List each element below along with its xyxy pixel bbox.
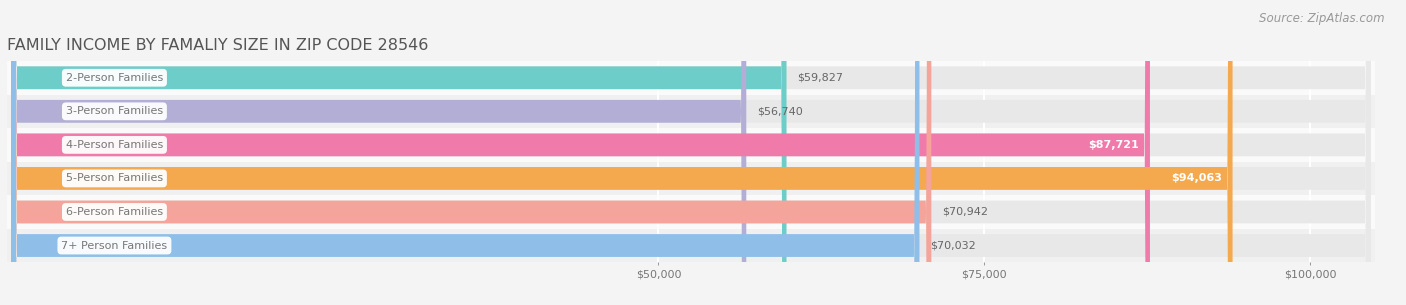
FancyBboxPatch shape bbox=[7, 229, 1375, 262]
Text: 2-Person Families: 2-Person Families bbox=[66, 73, 163, 83]
Text: 4-Person Families: 4-Person Families bbox=[66, 140, 163, 150]
Text: $87,721: $87,721 bbox=[1088, 140, 1139, 150]
FancyBboxPatch shape bbox=[11, 0, 931, 305]
FancyBboxPatch shape bbox=[11, 0, 1371, 305]
FancyBboxPatch shape bbox=[11, 0, 1371, 305]
FancyBboxPatch shape bbox=[7, 162, 1375, 195]
FancyBboxPatch shape bbox=[7, 128, 1375, 162]
FancyBboxPatch shape bbox=[11, 0, 1371, 305]
Text: $70,032: $70,032 bbox=[931, 241, 976, 250]
FancyBboxPatch shape bbox=[11, 0, 786, 305]
Text: $56,740: $56,740 bbox=[758, 106, 803, 116]
Text: 3-Person Families: 3-Person Families bbox=[66, 106, 163, 116]
FancyBboxPatch shape bbox=[11, 0, 1150, 305]
Text: $59,827: $59,827 bbox=[797, 73, 844, 83]
Text: 5-Person Families: 5-Person Families bbox=[66, 174, 163, 183]
FancyBboxPatch shape bbox=[11, 0, 1233, 305]
FancyBboxPatch shape bbox=[7, 61, 1375, 95]
Text: $94,063: $94,063 bbox=[1171, 174, 1222, 183]
FancyBboxPatch shape bbox=[7, 195, 1375, 229]
Text: 7+ Person Families: 7+ Person Families bbox=[62, 241, 167, 250]
FancyBboxPatch shape bbox=[11, 0, 747, 305]
Text: $70,942: $70,942 bbox=[942, 207, 988, 217]
FancyBboxPatch shape bbox=[11, 0, 1371, 305]
Text: FAMILY INCOME BY FAMALIY SIZE IN ZIP CODE 28546: FAMILY INCOME BY FAMALIY SIZE IN ZIP COD… bbox=[7, 38, 429, 53]
FancyBboxPatch shape bbox=[11, 0, 1371, 305]
Text: 6-Person Families: 6-Person Families bbox=[66, 207, 163, 217]
FancyBboxPatch shape bbox=[11, 0, 1371, 305]
FancyBboxPatch shape bbox=[7, 95, 1375, 128]
FancyBboxPatch shape bbox=[11, 0, 920, 305]
Text: Source: ZipAtlas.com: Source: ZipAtlas.com bbox=[1260, 12, 1385, 25]
